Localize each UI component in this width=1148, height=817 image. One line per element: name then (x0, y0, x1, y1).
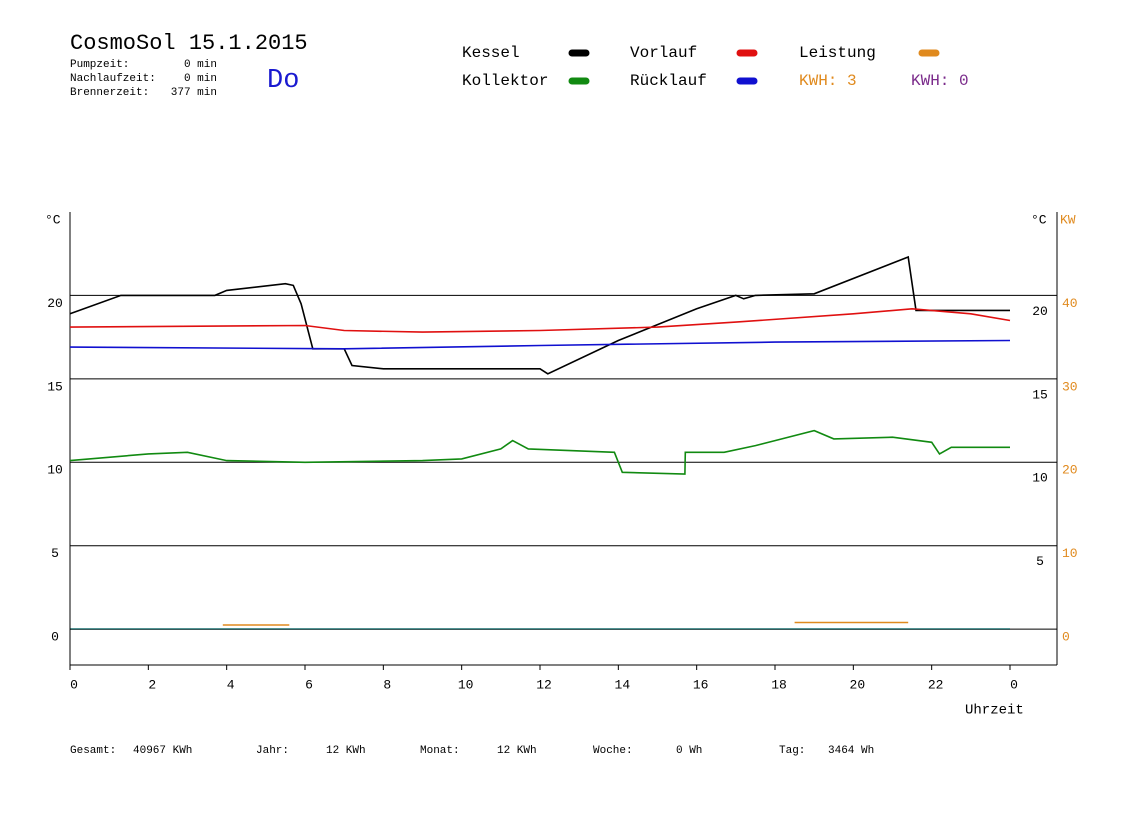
y-tick-label: 5 (51, 546, 59, 561)
x-tick-label: 22 (928, 677, 944, 692)
x-tick-label: 4 (227, 677, 235, 692)
y-unit: °C (45, 212, 61, 227)
legend-label: Kessel (462, 44, 520, 62)
total-value: 12 KWh (326, 745, 366, 757)
y2-tick-label: 0 (1062, 630, 1070, 645)
total-value: 0 Wh (676, 745, 702, 757)
x-tick-label: 16 (693, 677, 709, 692)
legend-label: Rücklauf (630, 72, 707, 90)
info-label: Nachlaufzeit: (70, 73, 156, 85)
x-tick-label: 10 (458, 677, 474, 692)
x-tick-label: 6 (305, 677, 313, 692)
total-label: Woche: (593, 745, 633, 757)
x-tick-label: 2 (148, 677, 156, 692)
y2-tick-label: 20 (1062, 463, 1078, 478)
y-right-tick-label: 15 (1032, 387, 1048, 402)
x-tick-label: 0 (70, 677, 78, 692)
x-tick-label: 12 (536, 677, 552, 692)
y-unit-right: °C (1031, 212, 1047, 227)
weekday: Do (267, 66, 299, 96)
chart-title: CosmoSol 15.1.2015 (70, 31, 308, 56)
info-label: Pumpzeit: (70, 59, 129, 71)
y-tick-label: 0 (51, 630, 59, 645)
x-tick-label: 18 (771, 677, 787, 692)
x-tick-label: 0 (1010, 677, 1018, 692)
y2-tick-label: 10 (1062, 546, 1078, 561)
y2-tick-label: 30 (1062, 379, 1078, 394)
total-value: 40967 KWh (133, 745, 192, 757)
y-right-tick-label: 10 (1032, 471, 1048, 486)
total-label: Gesamt: (70, 745, 116, 757)
series-line (222, 621, 909, 626)
x-tick-label: 20 (850, 677, 866, 692)
total-label: Jahr: (256, 745, 289, 757)
total-value: 3464 Wh (828, 745, 874, 757)
legend-label: Leistung (799, 44, 876, 62)
legend-label: Vorlauf (630, 44, 697, 62)
kwh-label: KWH: 3 (799, 72, 857, 90)
y-tick-label: 10 (47, 463, 63, 478)
total-label: Monat: (420, 745, 460, 757)
info-value: 0 min (184, 73, 217, 85)
info-label: Brennerzeit: (70, 87, 149, 99)
series-line (69, 255, 1010, 375)
info-value: 0 min (184, 59, 217, 71)
y-tick-label: 20 (47, 296, 63, 311)
series-line (69, 429, 1010, 475)
x-tick-label: 8 (383, 677, 391, 692)
y-right-tick-label: 20 (1032, 304, 1048, 319)
legend-label: Kollektor (462, 72, 548, 90)
y2-unit: KW (1060, 212, 1076, 227)
y2-tick-label: 40 (1062, 296, 1078, 311)
y-right-tick-label: 5 (1036, 554, 1044, 569)
info-value: 377 min (171, 87, 217, 99)
x-axis-label: Uhrzeit (965, 703, 1024, 719)
series-line (69, 307, 1011, 333)
x-tick-label: 14 (615, 677, 631, 692)
y-tick-label: 15 (47, 379, 63, 394)
total-label: Tag: (779, 745, 805, 757)
series-line (69, 339, 1011, 350)
total-value: 12 KWh (497, 745, 537, 757)
kwh-label: KWH: 0 (911, 72, 969, 90)
